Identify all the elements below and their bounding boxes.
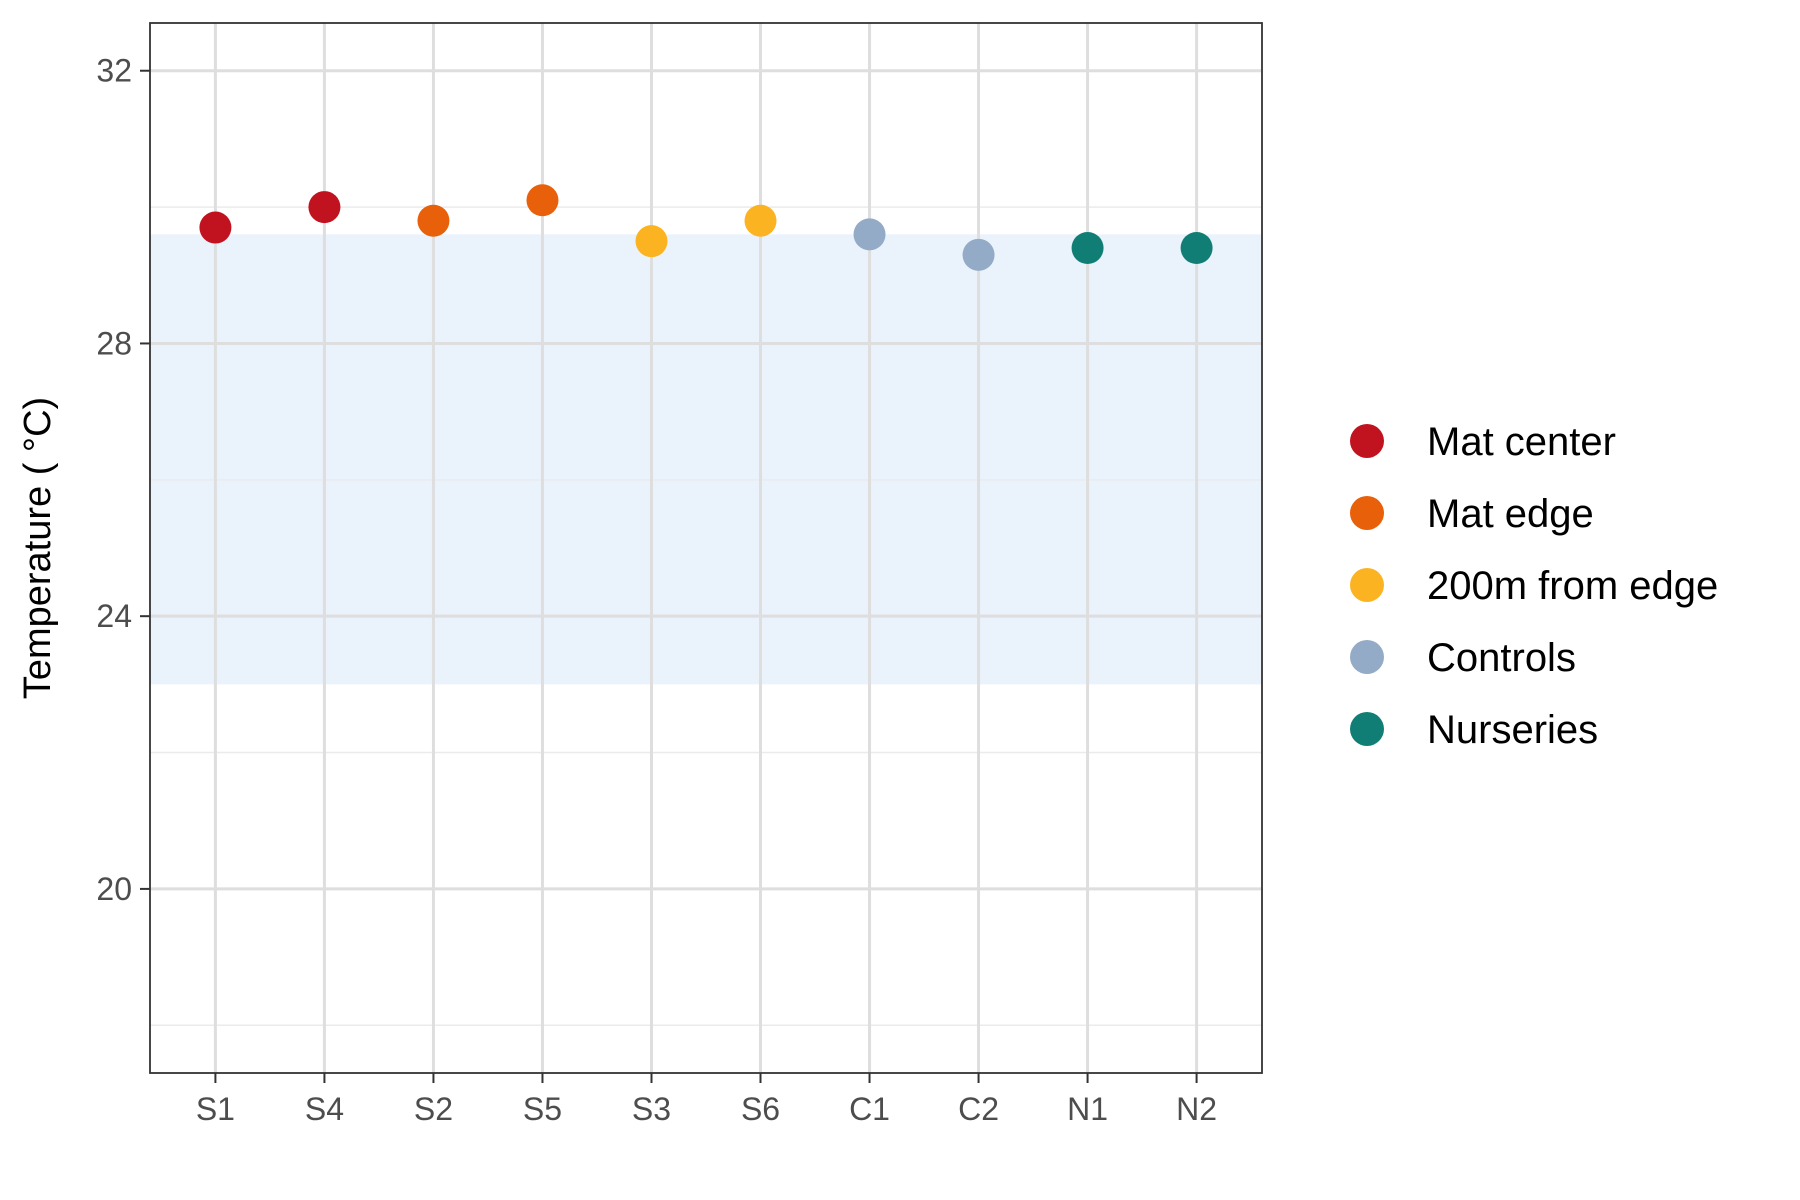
x-tick-label-s2: S2 [414,1091,453,1127]
data-point-n2 [1180,232,1213,264]
y-axis-title: Temperature ( °C) [17,397,59,699]
x-tick-label-n2: N2 [1176,1091,1217,1127]
shaded-band [150,234,1262,685]
data-point-s6 [744,204,777,237]
legend-label-4: Nurseries [1427,708,1598,752]
legend-label-1: Mat edge [1427,492,1594,536]
data-point-s1 [199,211,232,244]
legend-key-0 [1350,424,1384,458]
x-tick-label-n1: N1 [1067,1091,1108,1127]
data-point-c2 [962,238,995,271]
data-point-c1 [853,218,886,251]
legend-key-2 [1350,568,1384,602]
x-tick-label-c2: C2 [958,1091,999,1127]
legend-key-1 [1350,496,1384,530]
y-tick-label: 28 [96,325,132,361]
legend-label-3: Controls [1427,636,1576,680]
x-tick-label-s3: S3 [632,1091,671,1127]
y-tick-label: 24 [96,598,132,634]
data-point-n1 [1071,232,1104,264]
data-points [199,184,1213,271]
legend-label-0: Mat center [1427,420,1616,464]
y-tick-label: 20 [96,871,132,907]
x-tick-label-s5: S5 [523,1091,562,1127]
shaded-band-layer [150,234,1262,685]
y-tick-label: 32 [96,53,132,89]
legend-key-4 [1350,712,1384,746]
legend: Mat center Mat edge 200m from edge Controls… [1350,420,1718,752]
legend-key-3 [1350,640,1384,674]
legend-label-2: 200m from edge [1427,564,1718,608]
x-tick-label-s4: S4 [305,1091,344,1127]
data-point-s3 [635,225,668,258]
x-tick-label-s1: S1 [196,1091,235,1127]
x-tick-label-s6: S6 [741,1091,780,1127]
axes: 20 24 28 32 S1 S4 S2 S5 S3 S6 C1 C2 N1 N2 [96,22,1263,1127]
data-point-s5 [526,184,559,217]
x-tick-label-c1: C1 [849,1091,890,1127]
grid-layer [150,23,1262,1073]
data-point-s4 [308,191,341,224]
data-point-s2 [417,204,450,237]
panel-border [149,22,1263,1074]
